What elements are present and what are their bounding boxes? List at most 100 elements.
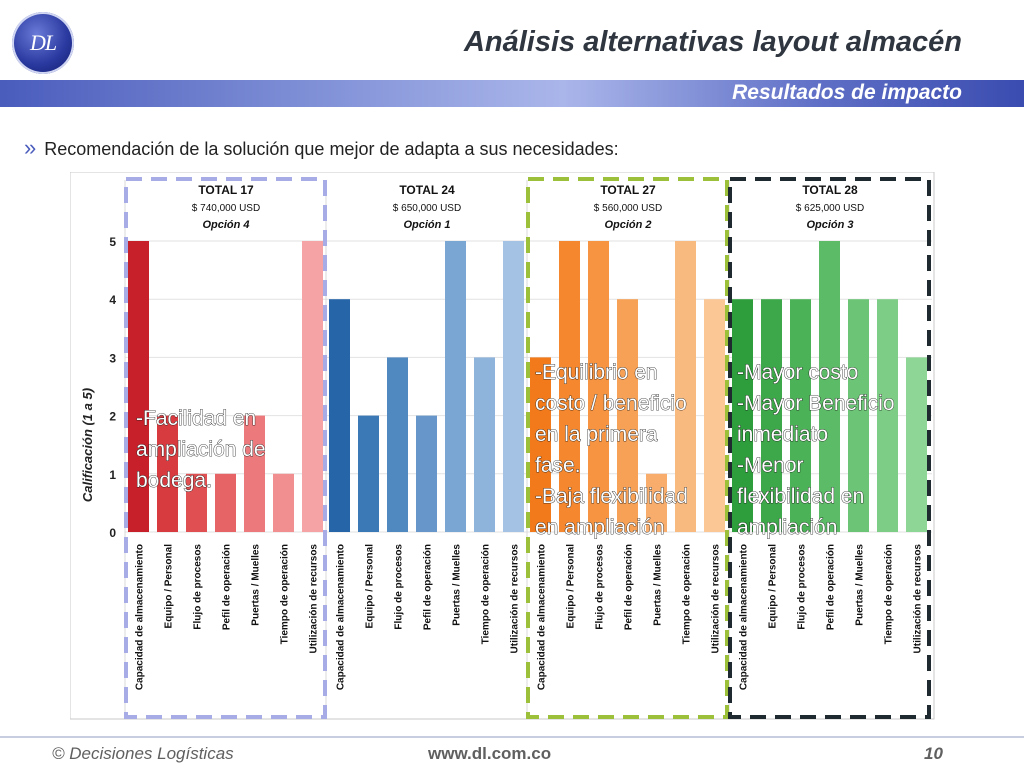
bar [732, 299, 753, 532]
group-total: TOTAL 27 [600, 183, 656, 197]
page-title: Análisis alternativas layout almacén [463, 26, 962, 58]
footer-divider [0, 736, 1024, 738]
bullet-text: Recomendación de la solución que mejor d… [44, 139, 619, 159]
x-tick-label: Puertas / Muelles [653, 544, 664, 626]
annotation-line: -Mayor costo [737, 361, 858, 384]
y-tick-label: 4 [109, 293, 116, 307]
x-tick-label: Equipo / Personal [566, 544, 577, 629]
bar [128, 241, 149, 532]
y-tick-label: 3 [109, 351, 116, 365]
x-tick-label: Pefil de operación [826, 544, 837, 630]
annotation-line: fase. [535, 454, 581, 477]
x-tick-label: Flujo de procesos [193, 544, 204, 630]
bars-layer [128, 241, 927, 532]
footer-website[interactable]: www.dl.com.co [428, 744, 552, 763]
annotation-text: -Equilibrio en costo / beneficio en la pri… [535, 361, 688, 539]
footer-copyright: © Decisiones Logísticas [52, 744, 234, 763]
x-tick-label: Capacidad de almacenamiento [739, 544, 750, 690]
x-tick-label: Pefil de operación [222, 544, 233, 630]
bar [503, 241, 524, 532]
bar [302, 241, 323, 532]
bar [358, 415, 379, 532]
group-total: TOTAL 17 [198, 183, 254, 197]
y-tick-label: 2 [109, 410, 116, 424]
group-cost: $ 740,000 USD [192, 203, 260, 214]
x-tick-label: Tiempo de operación [280, 544, 291, 644]
bar [761, 299, 782, 532]
y-axis-label: Calificación (1 a 5) [80, 388, 95, 502]
annotation-line: flexibilidad en [737, 485, 864, 508]
bar [387, 357, 408, 532]
group-option: Opción 3 [806, 219, 853, 231]
x-tick-label: Flujo de procesos [595, 544, 606, 630]
company-logo: DL [12, 12, 74, 74]
annotation-line: -Equilibrio en [535, 361, 658, 384]
x-tick-label: Puertas / Muelles [452, 544, 463, 626]
group-cost: $ 625,000 USD [796, 203, 864, 214]
x-tick-label: Pefil de operación [624, 544, 635, 630]
bar [588, 241, 609, 532]
header-band [0, 80, 1024, 107]
group-option: Opción 4 [202, 219, 249, 231]
bar [157, 415, 178, 532]
x-tick-label: Flujo de procesos [797, 544, 808, 630]
x-tick-label: Utilización de recursos [510, 544, 521, 654]
group-cost: $ 560,000 USD [594, 203, 662, 214]
x-tick-label: Capacidad de almacenamiento [336, 544, 347, 690]
bar [819, 241, 840, 532]
annotation-line: ampliación [737, 516, 837, 539]
annotations-layer: -Facilidad en ampliación de bodega. -Equili… [136, 361, 895, 540]
bar [186, 473, 207, 532]
y-tick-label: 0 [109, 526, 116, 540]
annotation-line: -Baja flexibilidad [535, 485, 688, 508]
x-tick-label: Tiempo de operación [884, 544, 895, 644]
bar [273, 473, 294, 532]
x-tick-label: Tiempo de operación [481, 544, 492, 644]
bar [329, 299, 350, 532]
bar-chart: Calificación (1 a 5) 0 1 2 3 4 5 TOTAL 17 $ 740… [70, 172, 935, 720]
annotation-text: -Facilidad en ampliación de bodega. [136, 407, 266, 492]
annotation-line: inmediato [737, 423, 828, 446]
bar [646, 473, 667, 532]
group-cost: $ 650,000 USD [393, 203, 461, 214]
chevron-right-icon: » [24, 135, 37, 160]
page-number: 10 [924, 744, 943, 763]
group-option: Opción 1 [403, 219, 450, 231]
x-tick-label: Utilización de recursos [913, 544, 924, 654]
annotation-line: bodega. [136, 469, 212, 492]
bar [704, 299, 725, 532]
logo-text: DL [29, 30, 57, 55]
highlight-box [526, 177, 729, 719]
bar [906, 357, 927, 532]
annotation-line: ampliación de [136, 438, 266, 461]
page-subtitle: Resultados de impacto [732, 81, 962, 104]
x-tick-label: Tiempo de operación [682, 544, 693, 644]
boxes-layer [124, 177, 931, 719]
y-tick-label: 1 [109, 468, 116, 482]
bar [244, 415, 265, 532]
x-tick-label: Equipo / Personal [365, 544, 376, 629]
annotation-line: costo / beneficio [535, 392, 687, 415]
group-total: TOTAL 28 [802, 183, 858, 197]
annotation-line: -Menor [737, 454, 804, 477]
x-tick-label: Capacidad de almacenamiento [537, 544, 548, 690]
x-tick-label: Capacidad de almacenamiento [135, 544, 146, 690]
bar [848, 299, 869, 532]
highlight-box [728, 177, 931, 719]
bar [530, 357, 551, 532]
annotation-line: en ampliación [535, 516, 665, 539]
annotation-line: en la primera [535, 423, 658, 446]
annotation-line: -Mayor Beneficio [737, 392, 895, 415]
bar [559, 241, 580, 532]
group-option: Opción 2 [604, 219, 651, 231]
x-tick-label: Pefil de operación [423, 544, 434, 630]
x-tick-label: Flujo de procesos [394, 544, 405, 630]
x-tick-label: Equipo / Personal [768, 544, 779, 629]
bar [790, 299, 811, 532]
x-tick-label: Utilización de recursos [309, 544, 320, 654]
bar [416, 415, 437, 532]
labels-layer: 0 1 2 3 4 5 TOTAL 17 $ 740,000 USD Opción 4 Capac… [109, 183, 923, 690]
annotation-text: -Mayor costo -Mayor Beneficio inmediato -Me… [737, 361, 895, 539]
y-tick-label: 5 [109, 235, 116, 249]
annotation-line: -Facilidad en [136, 407, 256, 430]
